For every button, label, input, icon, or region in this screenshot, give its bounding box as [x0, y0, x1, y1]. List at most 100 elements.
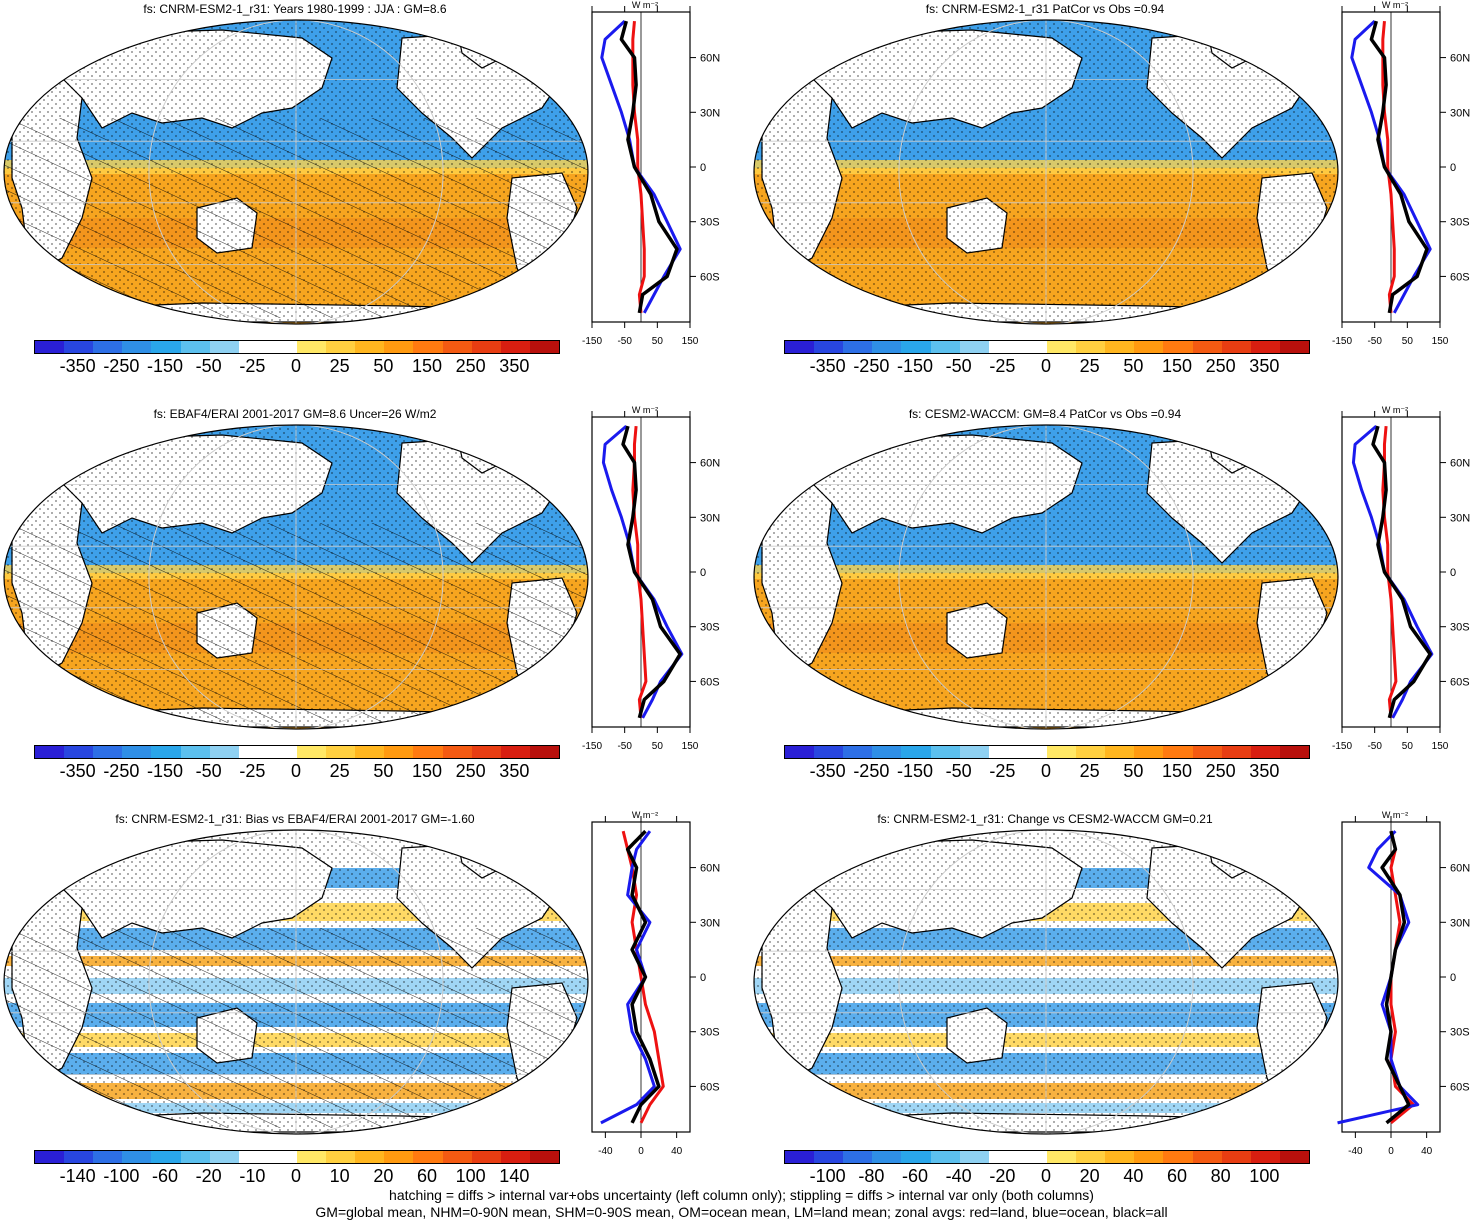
zonal-lat-tick-label: 30N [700, 917, 720, 929]
colorbar-swatch [1163, 341, 1193, 353]
colorbar-swatch [1134, 341, 1164, 353]
colorbar-swatch [471, 1151, 501, 1163]
colorbar-swatch [988, 1151, 1018, 1163]
colorbar-tick-label: -80 [858, 1166, 885, 1186]
colorbar-swatch [1076, 1151, 1106, 1163]
colorbar [34, 340, 560, 354]
zonal-mean-plot: -150 -50 50 150 60N 30N 0 30S 60S W m⁻² [1332, 0, 1470, 347]
zonal-lat-tick-label: 60S [700, 676, 720, 688]
colorbar-tick-label: 60 [1166, 1166, 1188, 1186]
zonal-lat-tick-label: 30S [700, 217, 720, 229]
zonal-all-line [1380, 830, 1411, 1125]
colorbar-labels: -350 -250 -150 -50 -25 0 25 50 150 250 350 [784, 761, 1308, 781]
zonal-lat-tick-label: 30N [1450, 107, 1470, 119]
colorbar-swatch [35, 746, 65, 758]
colorbar-tick-label: 150 [411, 761, 443, 781]
zonal-x-tick-label: 40 [1421, 1146, 1433, 1157]
zonal-x-tick-label: 150 [682, 336, 699, 347]
colorbar-swatch [959, 746, 989, 758]
colorbar-tick-label: 350 [499, 356, 530, 376]
panel-1: fs: CNRM-ESM2-1_r31: Years 1980-1999 : J… [0, 0, 741, 407]
colorbar-tick-label: -50 [195, 761, 222, 781]
colorbar-swatch [384, 1151, 414, 1163]
zonal-x-tick-label: -150 [582, 336, 602, 347]
colorbar-swatch [267, 1151, 297, 1163]
panel-2: fs: CNRM-ESM2-1_r31 PatCor vs Obs =0.94 -… [750, 0, 1483, 407]
zonal-lat-tick-label: 30N [700, 512, 720, 524]
zonal-lat-tick-label: 60S [700, 1081, 720, 1093]
colorbar-labels: -140 -100 -60 -20 -10 0 10 20 60 100 140 [34, 1166, 558, 1186]
zonal-unit-label: W m⁻² [1382, 405, 1408, 415]
colorbar-tick-label: 50 [1123, 356, 1144, 376]
zonal-lat-tick-label: 30S [1450, 622, 1470, 634]
colorbar-swatch [785, 746, 815, 758]
zonal-x-tick-label: 150 [1432, 336, 1449, 347]
colorbar-tick-label: 0 [1040, 761, 1052, 781]
colorbar-tick-label: -50 [195, 356, 222, 376]
zonal-lat-tick-label: 60N [700, 53, 720, 65]
colorbar-swatch [267, 746, 297, 758]
zonal-lat-tick-label: 0 [1450, 972, 1456, 984]
robinson-map [3, 19, 589, 325]
colorbar-swatch [1221, 341, 1251, 353]
colorbar-swatch [500, 1151, 530, 1163]
zonal-lat-tick-label: 0 [700, 567, 706, 579]
zonal-lat-tick-label: 30S [1450, 1027, 1470, 1039]
zonal-unit-label: W m⁻² [1382, 810, 1408, 820]
zonal-lat-tick-label: 60S [700, 271, 720, 283]
zonal-x-tick-label: -150 [1332, 336, 1352, 347]
colorbar-swatch [93, 341, 123, 353]
zonal-lat-tick-label: 0 [700, 972, 706, 984]
colorbar-swatch [1163, 1151, 1193, 1163]
map-border [3, 424, 589, 730]
zonal-x-tick-label: -150 [582, 741, 602, 752]
colorbar-swatch [296, 746, 327, 758]
colorbar-swatch [1250, 341, 1280, 353]
colorbar-swatch [959, 1151, 989, 1163]
zonal-lat-tick-label: 30S [1450, 217, 1470, 229]
zonal-x-tick-label: 50 [1402, 741, 1414, 752]
colorbar-swatch [35, 1151, 65, 1163]
colorbar [34, 745, 560, 759]
colorbar-swatch [1017, 746, 1047, 758]
zonal-lat-tick-label: 30N [1450, 917, 1470, 929]
zonal-all-line [1369, 20, 1429, 314]
colorbar-swatch [326, 746, 356, 758]
colorbar-swatch [872, 1151, 902, 1163]
colorbar-swatch [180, 1151, 210, 1163]
colorbar-swatch [814, 746, 844, 758]
zonal-x-tick-label: 50 [1402, 336, 1414, 347]
colorbar-swatch [814, 341, 844, 353]
colorbar-tick-label: 350 [1249, 761, 1280, 781]
colorbar [784, 340, 1310, 354]
colorbar-swatch [1192, 341, 1222, 353]
colorbar-swatch [930, 341, 960, 353]
colorbar-swatch [500, 746, 530, 758]
colorbar-tick-label: -250 [103, 356, 140, 376]
colorbar-swatch [843, 341, 873, 353]
colorbar-swatch [151, 341, 181, 353]
colorbar [784, 1150, 1310, 1164]
colorbar-swatch [529, 341, 559, 353]
colorbar-swatch [384, 341, 414, 353]
colorbar-swatch [209, 746, 239, 758]
colorbar-swatch [238, 341, 268, 353]
zonal-mean-plot: -150 -50 50 150 60N 30N 0 30S 60S W m⁻² [582, 405, 720, 752]
colorbar-tick-label: 20 [1079, 1166, 1100, 1186]
panel-3: fs: EBAF4/ERAI 2001-2017 GM=8.6 Uncer=26… [0, 405, 741, 812]
map-border [753, 19, 1339, 325]
colorbar-tick-label: 25 [1079, 356, 1100, 376]
colorbar-tick-label: -60 [151, 1166, 179, 1186]
colorbar-labels: -350 -250 -150 -50 -25 0 25 50 150 250 350 [784, 356, 1308, 376]
colorbar-tick-label: 0 [290, 356, 302, 376]
zonal-x-tick-label: -50 [617, 336, 632, 347]
colorbar-tick-label: -250 [853, 356, 890, 376]
colorbar-tick-label: 140 [499, 1166, 530, 1186]
panel-title: fs: CNRM-ESM2-1_r31 PatCor vs Obs =0.94 [925, 2, 1165, 16]
colorbar-tick-label: -140 [59, 1166, 96, 1186]
colorbar-tick-label: 150 [411, 356, 443, 376]
zonal-x-tick-label: 50 [652, 336, 664, 347]
colorbar-swatch [901, 341, 931, 353]
zonal-lat-tick-label: 0 [700, 162, 706, 174]
colorbar-swatch [442, 746, 472, 758]
